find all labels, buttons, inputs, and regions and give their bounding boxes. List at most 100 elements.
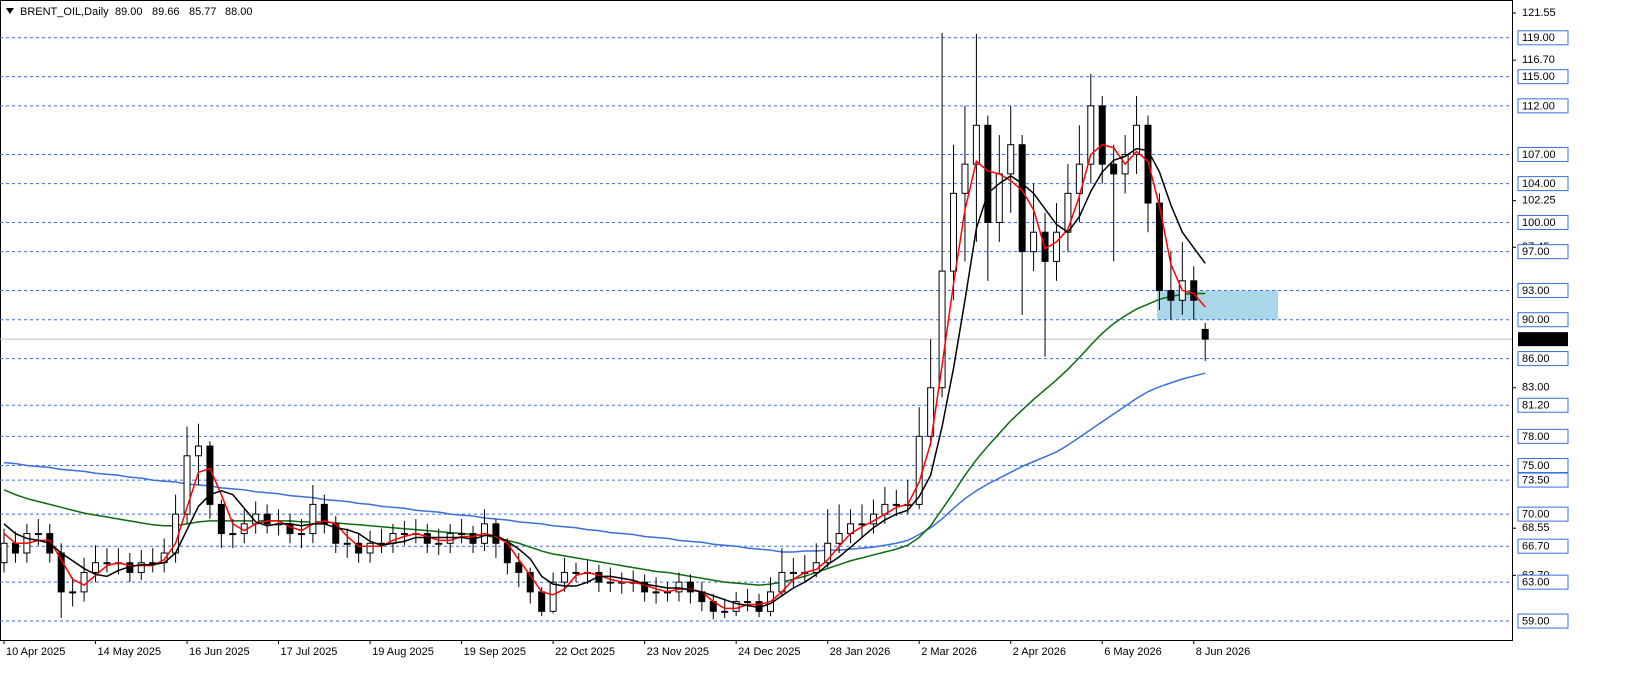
collapse-icon[interactable] — [6, 8, 14, 14]
x-tick-label: 23 Nov 2025 — [647, 646, 709, 658]
level-label-box — [1517, 146, 1569, 162]
x-tick-label: 2 Mar 2026 — [921, 646, 977, 658]
candle-body — [538, 591, 546, 612]
candle-body — [744, 601, 752, 604]
moving-average — [3, 147, 1206, 609]
x-tick-label: 6 May 2026 — [1104, 646, 1161, 658]
candle-body — [92, 562, 100, 573]
y-tick-label: 83.00 — [1522, 382, 1550, 394]
candle-body — [137, 562, 145, 573]
level-label: 73.50 — [1522, 475, 1550, 487]
candle-body — [572, 571, 580, 574]
candle-body — [1075, 163, 1083, 194]
candle-body — [515, 562, 523, 573]
level-label-box — [1517, 30, 1569, 46]
candle-body — [561, 571, 569, 583]
level-label: 112.00 — [1522, 100, 1555, 112]
candle-body — [194, 445, 202, 457]
candle-body — [938, 270, 946, 389]
level-label: 90.00 — [1522, 314, 1550, 326]
x-tick-label: 2 Apr 2026 — [1013, 646, 1066, 658]
x-tick-label: 28 Jan 2026 — [830, 646, 891, 658]
ohlc-value: 85.77 — [189, 6, 217, 18]
candle-body — [149, 562, 157, 565]
level-label: 115.00 — [1522, 71, 1555, 83]
candle-body — [492, 523, 500, 544]
last-price-label: 88.00 — [1522, 334, 1550, 346]
level-label: 86.00 — [1522, 353, 1550, 365]
level-label-box — [1517, 351, 1569, 367]
level-label-box — [1517, 176, 1569, 192]
candle-body — [984, 124, 992, 223]
candle-body — [549, 581, 557, 612]
level-label: 70.00 — [1522, 509, 1550, 521]
candle-body — [789, 571, 797, 574]
candle-body — [950, 192, 958, 272]
y-tick-label: 121.55 — [1522, 7, 1556, 19]
x-tick-label: 8 Jun 2026 — [1196, 646, 1250, 658]
level-label: 63.00 — [1522, 577, 1550, 589]
level-label: 97.00 — [1522, 246, 1550, 258]
y-tick-label: 68.55 — [1522, 522, 1550, 534]
candle-body — [1087, 105, 1095, 165]
candle-body — [1110, 163, 1118, 175]
level-label: 107.00 — [1522, 149, 1556, 161]
candle-body — [927, 387, 935, 437]
candle-body — [1064, 192, 1072, 233]
candle-body — [1190, 280, 1198, 301]
level-label-box — [1517, 397, 1569, 413]
level-label: 66.70 — [1522, 541, 1550, 553]
x-tick-label: 14 May 2025 — [98, 646, 162, 658]
candle-body — [263, 513, 271, 525]
x-tick-label: 10 Apr 2025 — [6, 646, 65, 658]
candle-body — [961, 163, 969, 194]
candle-body — [1167, 290, 1175, 301]
candle-body — [435, 542, 443, 545]
x-tick-label: 22 Oct 2025 — [555, 646, 615, 658]
candle-body — [11, 542, 19, 554]
level-label-box — [1517, 69, 1569, 85]
level-label: 59.00 — [1522, 615, 1550, 627]
candle-body — [732, 601, 740, 612]
level-label-box — [1517, 613, 1569, 629]
moving-average — [3, 372, 1206, 553]
candle-body — [1007, 144, 1015, 175]
level-label: 93.00 — [1522, 285, 1550, 297]
candle-body — [972, 124, 980, 165]
candle-body — [423, 533, 431, 544]
moving-average — [3, 143, 1206, 610]
level-label: 100.00 — [1522, 217, 1556, 229]
y-tick-label: 116.70 — [1522, 54, 1555, 66]
x-tick-label: 19 Sep 2025 — [464, 646, 526, 658]
candle-body — [1133, 124, 1141, 155]
candle-body — [686, 581, 694, 593]
level-label-box — [1517, 98, 1569, 114]
level-label: 75.00 — [1522, 460, 1550, 472]
candle-body — [297, 533, 305, 536]
level-label-box — [1517, 312, 1569, 328]
candle-body — [69, 591, 77, 594]
candle-body — [835, 533, 843, 544]
plot-frame — [0, 0, 1513, 641]
candle-body — [355, 542, 363, 554]
moving-average — [3, 292, 1206, 586]
level-label-box — [1517, 214, 1569, 230]
candle-body — [892, 503, 900, 506]
x-tick-label: 19 Aug 2025 — [372, 646, 434, 658]
level-label: 81.20 — [1522, 400, 1550, 412]
candle-body — [824, 542, 832, 564]
candle-body — [526, 571, 534, 593]
candle-body — [458, 533, 466, 536]
candle-body — [446, 533, 454, 544]
candle-body — [675, 581, 683, 593]
x-tick-label: 16 Jun 2025 — [189, 646, 250, 658]
last-price-box — [1518, 332, 1568, 347]
candle-body — [80, 571, 88, 593]
ohlc-value: 89.00 — [115, 6, 143, 18]
level-label-box — [1517, 506, 1569, 522]
candle-body — [0, 542, 8, 564]
candle-body — [606, 581, 614, 584]
candle-body — [400, 533, 408, 536]
